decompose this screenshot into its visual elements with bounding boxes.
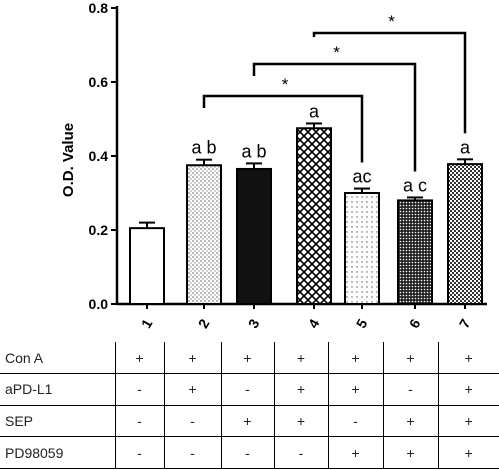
significance-letter: a b xyxy=(191,138,216,158)
x-tick-label: 6 xyxy=(406,316,424,331)
table-cell: - xyxy=(273,436,329,469)
significance-star: * xyxy=(388,12,395,31)
table-cell: + xyxy=(273,342,329,375)
significance-bracket xyxy=(312,31,467,134)
bar xyxy=(129,227,165,305)
x-tick-label: 7 xyxy=(456,316,474,331)
significance-bracket xyxy=(202,94,364,163)
table-cell: + xyxy=(382,436,439,469)
x-tick-label: 2 xyxy=(195,316,213,331)
table-cell: + xyxy=(273,404,329,438)
row-label: Con A xyxy=(0,342,116,375)
table-cell: - xyxy=(163,404,222,438)
table-cell: + xyxy=(437,404,499,438)
y-tick-label: 0.6 xyxy=(89,74,109,90)
y-tick-label: 0.8 xyxy=(89,0,109,16)
table-cell: + xyxy=(437,436,499,469)
table-cell: + xyxy=(327,373,384,406)
significance-bracket xyxy=(252,62,417,172)
table-cell: + xyxy=(220,404,275,438)
table-cell: - xyxy=(163,436,222,469)
significance-letter: a xyxy=(460,137,471,157)
y-tick-label: 0.2 xyxy=(89,222,109,238)
significance-brackets: * * * xyxy=(202,12,467,172)
table-cell: - xyxy=(382,373,439,406)
table-cell: + xyxy=(273,373,329,406)
x-axis: 1 2 3 4 5 6 7 xyxy=(117,302,487,331)
table-cell: - xyxy=(327,404,384,438)
significance-letter: ac xyxy=(352,167,371,187)
significance-star: * xyxy=(282,75,289,94)
y-tick-label: 0.0 xyxy=(89,296,109,312)
bar xyxy=(344,192,380,305)
table-cell: - xyxy=(114,436,165,469)
table-cell: + xyxy=(163,342,222,375)
significance-letter: a b xyxy=(241,141,266,161)
table-cell: + xyxy=(114,342,165,375)
table-row: PD98059- - - - + + + xyxy=(0,436,499,469)
table-cell: - xyxy=(220,436,275,469)
row-label: SEP xyxy=(0,404,116,438)
bar xyxy=(296,127,332,305)
table-cell: - xyxy=(220,373,275,406)
table-cell: - xyxy=(114,404,165,438)
x-tick-label: 1 xyxy=(138,316,156,331)
table-cell: + xyxy=(220,342,275,375)
table-cell: + xyxy=(437,342,499,375)
bar xyxy=(397,199,433,305)
bar xyxy=(186,164,222,305)
table-cell: + xyxy=(437,373,499,406)
bar xyxy=(236,167,272,305)
table-cell: + xyxy=(163,373,222,406)
table-row: Con A + + + + + + + xyxy=(0,342,499,375)
table-cell: + xyxy=(382,404,439,438)
bar xyxy=(447,163,483,305)
table-cell: - xyxy=(114,373,165,406)
table-cell: + xyxy=(382,342,439,375)
treatment-table: Con A + + + + + + + aPD-L1- + - + + - + SEP - - + + - + + PD980… xyxy=(0,342,499,469)
table-cell: + xyxy=(327,342,384,375)
row-label: aPD-L1 xyxy=(0,373,116,406)
table-row: SEP - - + + - + + xyxy=(0,404,499,438)
significance-star: * xyxy=(333,43,340,62)
table-row: aPD-L1- + - + + - + xyxy=(0,373,499,406)
y-axis: 0.0 0.2 0.4 0.6 0.8 xyxy=(89,0,119,312)
bars: a b a b a ac a c a xyxy=(129,101,483,305)
table-cell: + xyxy=(327,436,384,469)
x-tick-label: 3 xyxy=(245,316,263,331)
y-tick-label: 0.4 xyxy=(89,148,109,164)
x-tick-label: 4 xyxy=(305,316,323,331)
x-tick-label: 5 xyxy=(353,316,371,331)
row-label: PD98059 xyxy=(0,436,116,469)
significance-letter: a c xyxy=(403,175,427,195)
y-axis-label: O.D. Value xyxy=(60,123,77,197)
significance-letter: a xyxy=(309,101,320,121)
